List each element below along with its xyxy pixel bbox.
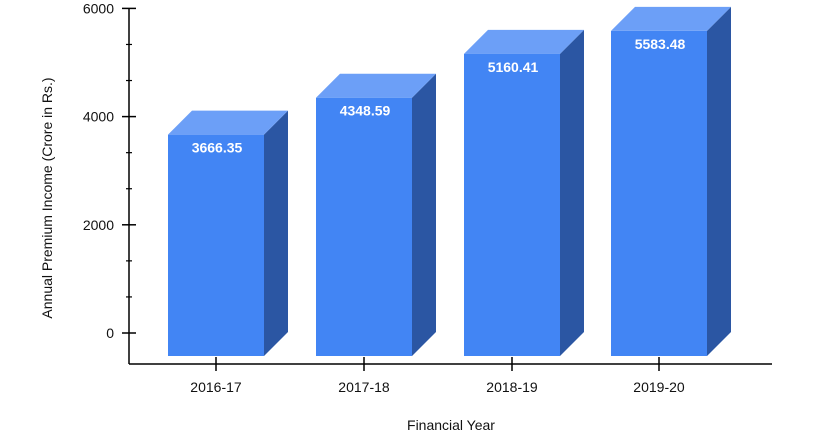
bar-value-label: 4348.59: [340, 103, 391, 119]
x-axis-title: Financial Year: [407, 417, 495, 433]
bar-top-face: [168, 110, 288, 135]
bar-side-face: [560, 29, 584, 357]
bars: 3666.35 4348.59 5160.41 5583.48: [168, 6, 731, 357]
bar-side-face: [264, 110, 288, 356]
y-tick-label: 2000: [83, 217, 114, 233]
x-tick-label: 2018-19: [486, 379, 538, 395]
y-tick-labels: 0 2000 4000 6000: [83, 0, 136, 341]
x-tick-label: 2017-18: [338, 379, 390, 395]
bar-2017-18: 4348.59: [316, 73, 436, 357]
bar-value-label: 5160.41: [488, 59, 539, 75]
bar-side-face: [707, 6, 731, 356]
y-tick-label: 4000: [83, 109, 114, 125]
y-minor-ticks: [126, 43, 132, 298]
bar-front-face: [316, 97, 412, 357]
x-tick-label: 2016-17: [190, 379, 242, 395]
y-tick-label: 6000: [83, 0, 114, 16]
y-axis-title: Annual Premium Income (Crore in Rs.): [39, 77, 55, 318]
axes: [128, 8, 772, 365]
bar-2016-17: 3666.35: [168, 110, 288, 356]
bar-top-face: [464, 29, 584, 54]
bar-top-face: [611, 6, 731, 31]
bar-side-face: [412, 73, 436, 357]
bar-2019-20: 5583.48: [611, 6, 731, 357]
bar-2018-19: 5160.41: [464, 29, 584, 357]
x-tick-label: 2019-20: [633, 379, 685, 395]
x-tick-labels: 2016-17 2017-18 2018-19 2019-20: [190, 357, 685, 395]
bar-front-face: [464, 53, 560, 357]
bar-top-face: [316, 73, 436, 98]
bar-front-face: [168, 134, 264, 356]
bar-front-face: [611, 30, 707, 357]
bar-value-label: 3666.35: [192, 140, 243, 156]
y-tick-label: 0: [106, 325, 114, 341]
bar-value-label: 5583.48: [635, 36, 686, 52]
